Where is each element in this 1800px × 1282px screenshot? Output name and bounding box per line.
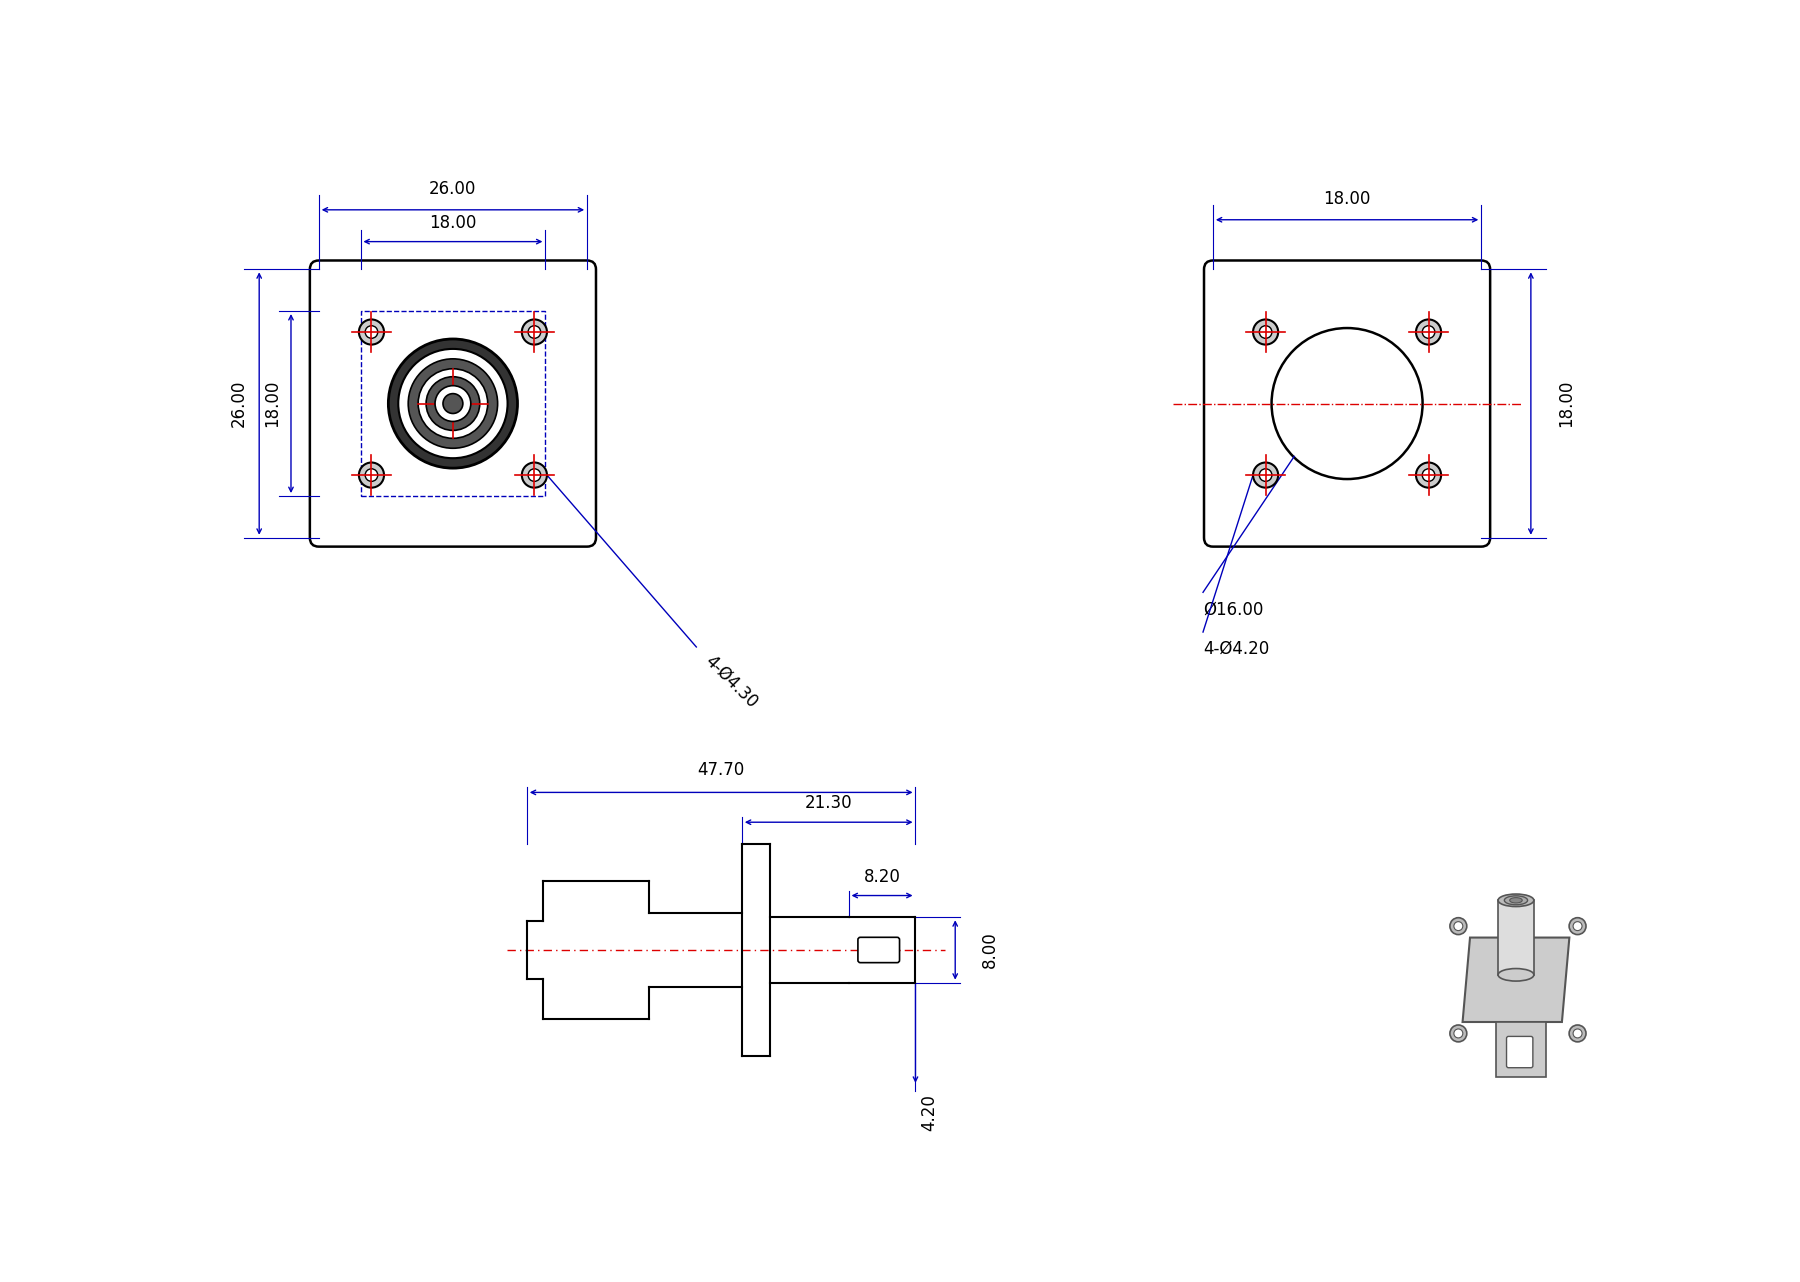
Circle shape [358,319,383,345]
Text: 18.00: 18.00 [1323,190,1372,208]
Circle shape [1417,319,1442,345]
Text: 18.00: 18.00 [428,214,477,232]
FancyBboxPatch shape [859,937,900,963]
Circle shape [1451,918,1467,935]
Text: 18.00: 18.00 [263,379,281,427]
Text: 4-Ø4.20: 4-Ø4.20 [1202,640,1269,658]
FancyBboxPatch shape [1507,1036,1534,1068]
Text: 8.20: 8.20 [864,868,900,886]
Circle shape [1573,922,1582,931]
Circle shape [409,359,497,449]
Circle shape [358,463,383,487]
Circle shape [365,326,378,338]
Polygon shape [1463,937,1570,1022]
Bar [1498,900,1534,974]
Text: 21.30: 21.30 [805,795,853,813]
Circle shape [1253,463,1278,487]
Circle shape [1573,1029,1582,1038]
Ellipse shape [1510,897,1523,903]
FancyBboxPatch shape [1204,260,1490,546]
Ellipse shape [1498,894,1534,906]
Ellipse shape [1498,969,1534,981]
Text: 26.00: 26.00 [428,179,477,197]
Circle shape [418,369,488,438]
Text: 18.00: 18.00 [1557,379,1575,427]
Circle shape [1451,1026,1467,1042]
Bar [360,312,545,496]
Circle shape [1570,918,1586,935]
Circle shape [1454,1029,1463,1038]
Circle shape [522,463,547,487]
Circle shape [1422,326,1435,338]
Circle shape [1417,463,1442,487]
Circle shape [1253,319,1278,345]
Circle shape [527,326,540,338]
Text: 4.20: 4.20 [920,1094,938,1131]
Circle shape [1570,1026,1586,1042]
Text: 26.00: 26.00 [229,379,247,427]
Circle shape [1454,922,1463,931]
Circle shape [1260,326,1273,338]
Text: 4-Ø4.30: 4-Ø4.30 [702,653,761,712]
FancyBboxPatch shape [310,260,596,546]
Circle shape [389,338,518,468]
Ellipse shape [1505,896,1528,905]
Circle shape [443,394,463,414]
Circle shape [427,377,481,431]
Circle shape [527,469,540,481]
Circle shape [1422,469,1435,481]
Circle shape [1260,469,1273,481]
Text: Ø16.00: Ø16.00 [1202,600,1264,618]
Bar [1496,1022,1546,1077]
Circle shape [436,386,472,422]
Circle shape [522,319,547,345]
Text: 8.00: 8.00 [981,932,999,968]
Text: 47.70: 47.70 [698,762,745,779]
Circle shape [365,469,378,481]
Circle shape [398,349,508,458]
